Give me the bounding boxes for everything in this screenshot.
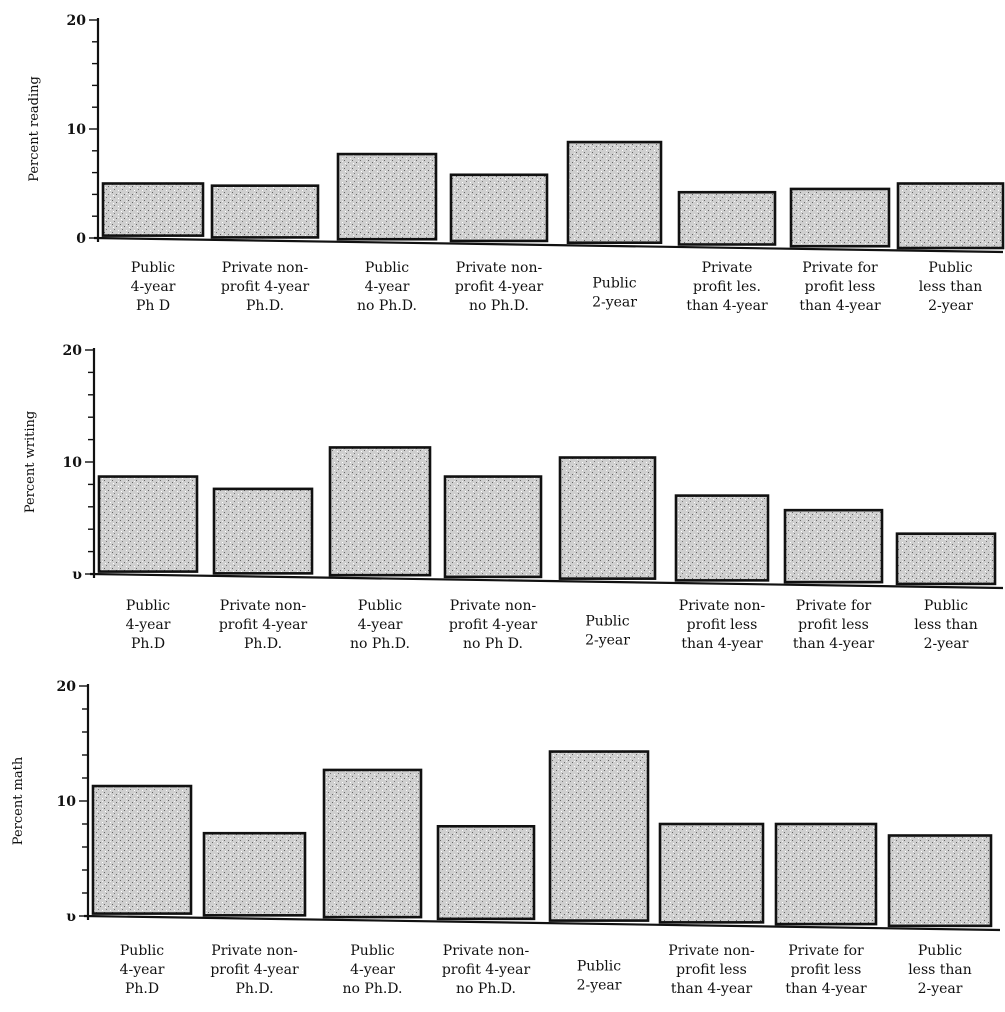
panel2-y-tick-label: υ xyxy=(72,567,82,583)
panel3-category-label: Public less than 2-year xyxy=(908,943,972,997)
panel2-bar xyxy=(560,458,655,579)
panel3-category-label: Public 4-year Ph.D xyxy=(120,943,165,997)
panel1-category-label: Public 4-year Ph D xyxy=(131,260,176,314)
panel2-bar xyxy=(785,510,882,582)
panel1-category-label: Public 2-year xyxy=(592,276,637,311)
panel3-category-label: Public 4-year no Ph.D. xyxy=(343,943,403,997)
panel1-bar xyxy=(898,184,1003,249)
panel2-category-label: Private for profit less than 4-year xyxy=(793,598,875,652)
panel1-bar xyxy=(791,189,889,246)
panel2-bar xyxy=(445,477,541,577)
panel2-bar xyxy=(897,534,995,584)
panel2-bar xyxy=(676,496,768,581)
panel3-bar xyxy=(93,786,191,914)
panel2-y-tick-label: 20 xyxy=(63,343,83,359)
panel3-category-label: Private non-profit 4-year no Ph.D. xyxy=(442,943,531,997)
panel2-category-label: Public less than 2-year xyxy=(914,598,978,652)
panel1-bar xyxy=(679,192,775,244)
panel3-category-label: Private non-profit less than 4-year xyxy=(668,943,755,997)
panel2-category-label: Public 4-year no Ph.D. xyxy=(350,598,410,652)
panel3-bar xyxy=(324,770,421,917)
panel1-category-label: Public less than 2-year xyxy=(919,260,983,314)
panel2-category-label: Private non-profit less than 4-year xyxy=(679,598,766,652)
panel1-category-label: Private profit les. than 4-year xyxy=(686,260,768,314)
panel3-bar xyxy=(776,824,876,924)
panel1-category-label: Public 4-year no Ph.D. xyxy=(357,260,417,314)
panel2-bar xyxy=(99,477,197,572)
panel3-bar xyxy=(438,826,534,919)
panel1-category-label: Private for profit less than 4-year xyxy=(799,260,881,314)
panel1-bar xyxy=(568,142,661,243)
panel1-y-tick-label: 0 xyxy=(76,231,86,247)
panel3-category-label: Private for profit less than 4-year xyxy=(785,943,867,997)
panel1-bar xyxy=(451,175,547,241)
panel2-category-label: Public 2-year xyxy=(585,614,630,649)
panel2-category-label: Private non-profit 4-year Ph.D. xyxy=(219,598,308,652)
panel3-bar xyxy=(660,824,763,922)
panel2-bar xyxy=(214,489,312,573)
panel1-bar xyxy=(212,186,318,238)
panel1-y-axis-label: Percent reading xyxy=(27,76,42,182)
panel2-bar xyxy=(330,447,430,575)
panel2-category-label: Public 4-year Ph.D xyxy=(126,598,171,652)
panel2-category-label: Private non-profit 4-year no Ph D. xyxy=(449,598,538,652)
panel1-category-label: Private non-profit 4-year Ph.D. xyxy=(221,260,310,314)
panel1-y-tick-label: 10 xyxy=(67,122,87,138)
panel3-y-tick-label: 10 xyxy=(57,794,77,810)
panel2-y-tick-label: 10 xyxy=(63,455,83,471)
panel3-bar xyxy=(889,836,991,926)
panel3-bar xyxy=(550,752,648,921)
panel3-category-label: Public 2-year xyxy=(577,959,622,994)
panel3-y-tick-label: υ xyxy=(66,909,76,925)
panel2-y-axis-label: Percent writing xyxy=(23,411,38,513)
panel1-y-tick-label: 20 xyxy=(67,13,87,29)
panel3-category-label: Private non-profit 4-year Ph.D. xyxy=(210,943,299,997)
panel1-bar xyxy=(103,184,203,236)
panel3-y-axis-label: Percent math xyxy=(11,756,26,845)
panel1-bar xyxy=(338,154,436,239)
panel3-y-tick-label: 20 xyxy=(57,679,77,695)
panel3-bar xyxy=(204,833,305,915)
panel1-category-label: Private non-profit 4-year no Ph.D. xyxy=(455,260,544,314)
